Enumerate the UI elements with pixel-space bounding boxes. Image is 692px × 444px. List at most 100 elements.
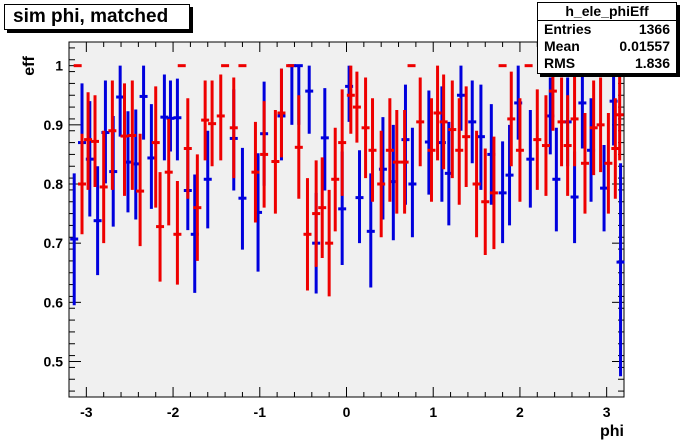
red-data-point <box>589 80 598 176</box>
red-data-point <box>515 98 524 202</box>
red-data-point <box>557 77 566 167</box>
blue-data-point <box>238 147 247 250</box>
axes: -3 -2 -1 0 1 2 3 0.5 0.6 0.7 0.8 0.9 1 <box>44 42 625 420</box>
x-tick-label: -1 <box>254 404 267 420</box>
x-axis-label: phi <box>600 423 624 440</box>
red-data-point <box>325 189 334 297</box>
red-data-point <box>271 110 280 214</box>
stats-row-entries: Entries 1366 <box>538 21 676 38</box>
red-data-point <box>541 95 550 196</box>
blue-data-point <box>616 163 625 377</box>
red-data-point <box>183 98 192 199</box>
red-data-point <box>361 77 370 179</box>
red-data-point <box>392 110 401 214</box>
x-tick-label: 3 <box>603 404 611 420</box>
red-data-point <box>615 68 624 161</box>
red-data-point <box>481 148 490 255</box>
blue-data-point <box>476 84 485 190</box>
red-data-point <box>164 118 173 226</box>
red-data-point <box>318 157 327 258</box>
plot-title: sim phi, matched <box>4 4 190 30</box>
stats-row-mean: Mean 0.01557 <box>538 38 676 55</box>
red-data-point <box>331 127 340 232</box>
red-data-point <box>201 80 210 161</box>
series-blue <box>70 64 625 377</box>
series-red <box>73 64 624 297</box>
red-data-point <box>84 92 93 190</box>
y-tick-label: 0.7 <box>44 235 64 251</box>
blue-data-point <box>498 141 507 244</box>
red-data-point <box>294 95 303 199</box>
stats-value: 1.836 <box>634 55 670 71</box>
red-data-point <box>400 110 409 214</box>
data-marks <box>70 64 625 377</box>
red-data-point <box>368 98 377 202</box>
y-tick-label: 0.8 <box>44 176 64 192</box>
blue-data-point <box>93 166 102 276</box>
blue-data-point <box>578 65 587 149</box>
red-data-point <box>108 80 117 190</box>
red-data-point <box>338 89 347 196</box>
blue-data-point <box>408 127 417 238</box>
blue-data-point <box>526 110 535 208</box>
red-data-point <box>427 98 436 202</box>
red-data-point <box>507 71 516 167</box>
red-data-point <box>433 65 442 161</box>
red-data-point <box>352 71 361 143</box>
blue-data-point <box>70 173 79 306</box>
blue-data-point <box>139 65 148 140</box>
blue-data-point <box>355 150 364 244</box>
blue-data-point <box>320 88 329 191</box>
stats-row-rms: RMS 1.836 <box>538 55 676 72</box>
red-data-point <box>120 83 129 196</box>
x-tick-label: 2 <box>516 404 524 420</box>
blue-data-point <box>456 65 465 131</box>
red-data-point <box>260 101 269 208</box>
red-data-point <box>229 77 238 179</box>
blue-data-point <box>570 151 579 244</box>
red-data-point <box>128 80 137 190</box>
red-data-point <box>99 130 108 244</box>
x-tick-label: 0 <box>343 404 351 420</box>
y-tick-label: 1 <box>55 58 63 74</box>
stats-value: 1366 <box>638 21 670 37</box>
blue-data-point <box>173 78 182 161</box>
red-data-point <box>303 178 312 291</box>
blue-data-point <box>505 124 514 226</box>
red-data-point <box>136 133 145 247</box>
red-data-point <box>604 113 613 214</box>
red-data-point <box>533 89 542 190</box>
red-data-point <box>208 80 217 167</box>
blue-data-point <box>366 173 375 288</box>
stats-histogram-name: h_ele_phiEff <box>538 3 676 21</box>
blue-data-point <box>166 80 175 152</box>
blue-data-point <box>600 144 609 232</box>
stats-value: 0.01557 <box>619 38 670 54</box>
red-data-point <box>455 98 464 205</box>
red-data-point <box>385 98 394 202</box>
red-data-point <box>78 133 87 235</box>
red-data-point <box>439 74 448 170</box>
red-data-point <box>346 65 355 134</box>
red-data-point <box>472 130 481 238</box>
red-data-point <box>151 86 160 208</box>
plot-frame <box>68 41 625 398</box>
red-data-point <box>173 181 182 285</box>
y-tick-label: 0.6 <box>44 294 64 310</box>
red-data-point <box>251 121 260 223</box>
red-data-point <box>156 172 165 282</box>
red-data-point <box>596 77 605 173</box>
red-data-point <box>548 65 557 131</box>
blue-data-point <box>147 104 156 209</box>
stats-box: h_ele_phiEff Entries 1366 Mean 0.01557 R… <box>537 2 677 74</box>
blue-data-point <box>552 127 561 232</box>
stats-label: Entries <box>544 21 592 37</box>
red-data-point <box>580 113 589 214</box>
blue-data-point <box>203 130 212 229</box>
y-tick-label: 0.9 <box>44 117 64 133</box>
blue-data-point <box>305 65 314 134</box>
blue-data-point <box>116 65 125 137</box>
red-data-point <box>312 160 321 267</box>
red-data-point <box>377 130 386 238</box>
